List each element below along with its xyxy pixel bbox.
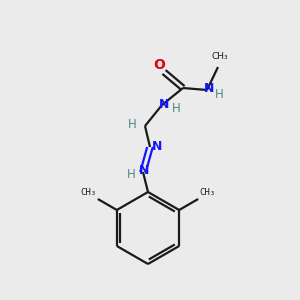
Text: CH₃: CH₃ <box>81 188 97 197</box>
Text: H: H <box>128 118 136 131</box>
Text: H: H <box>214 88 224 101</box>
Text: CH₃: CH₃ <box>199 188 215 197</box>
Text: CH₃: CH₃ <box>212 52 228 61</box>
Text: O: O <box>153 58 165 72</box>
Text: H: H <box>172 103 180 116</box>
Text: H: H <box>127 167 135 181</box>
Text: N: N <box>159 98 169 110</box>
Text: N: N <box>204 82 214 95</box>
Text: N: N <box>139 164 149 178</box>
Text: N: N <box>152 140 162 152</box>
